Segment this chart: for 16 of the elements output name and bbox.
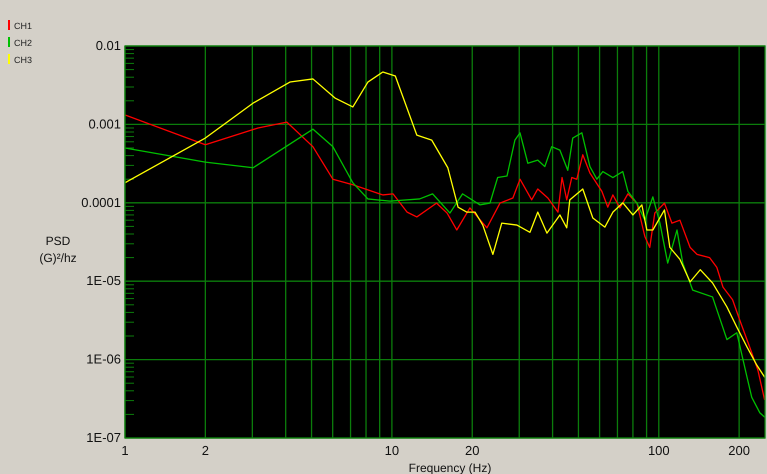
y-tick-label: 1E-07 (86, 430, 121, 445)
x-tick-label: 2 (202, 443, 209, 458)
y-tick-label: 1E-06 (86, 352, 121, 367)
y-tick-label: 1E-05 (86, 273, 121, 288)
y-tick-label: 0.0001 (81, 194, 121, 210)
legend-label: CH1 (14, 21, 32, 31)
x-tick-label: 20 (465, 443, 480, 458)
x-tick-label: 100 (648, 443, 670, 458)
x-tick-label: 1 (121, 443, 129, 458)
y-axis-title: PSD (G)²/hz (39, 234, 77, 265)
y-tick-label: 0.01 (96, 38, 121, 53)
x-tick-label: 10 (384, 443, 400, 458)
legend-label: CH2 (14, 38, 32, 48)
y-tick-label: 0.001 (88, 116, 121, 132)
legend-label: CH3 (14, 55, 32, 65)
x-tick-label: 200 (728, 443, 750, 458)
